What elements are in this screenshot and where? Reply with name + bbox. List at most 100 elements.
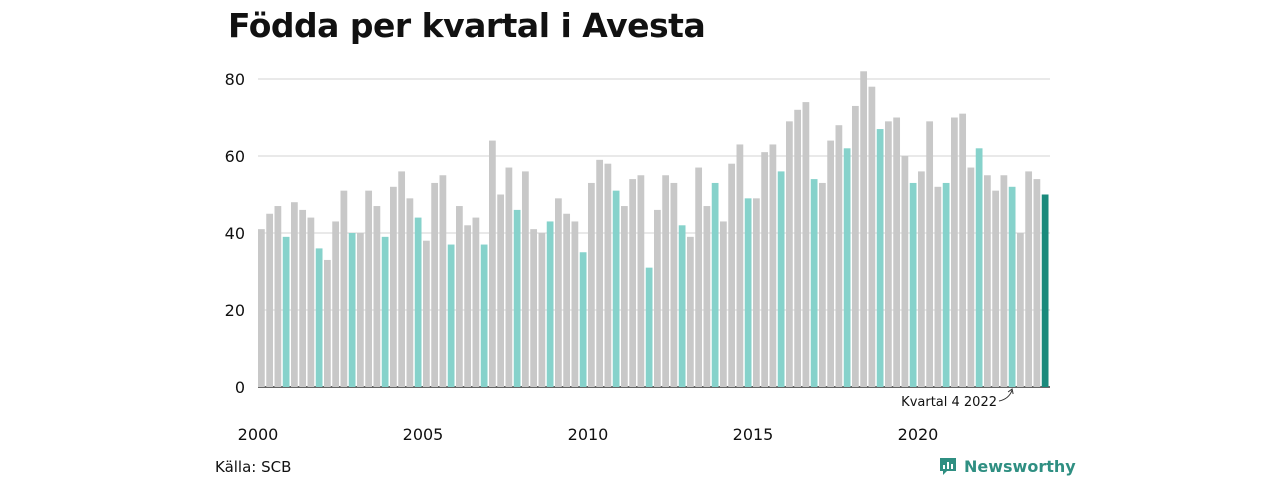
bar [835, 125, 843, 387]
bar [315, 248, 323, 387]
bar [431, 182, 439, 387]
bar [695, 167, 703, 387]
bar [604, 163, 612, 387]
bar [687, 236, 694, 387]
bar [274, 206, 282, 387]
bar [414, 217, 422, 387]
bar [967, 167, 975, 387]
bar [546, 221, 554, 387]
y-tick-label: 20 [225, 301, 245, 320]
bar [1025, 171, 1033, 387]
bar [456, 206, 463, 387]
bar [381, 236, 389, 387]
bar [736, 144, 744, 387]
bar [538, 233, 546, 387]
bar [439, 175, 447, 387]
bar [893, 117, 901, 387]
bar [291, 202, 298, 387]
bar [332, 221, 340, 387]
bar [307, 217, 315, 387]
x-tick-label: 2000 [238, 425, 279, 444]
bar [1033, 179, 1041, 387]
y-tick-label: 40 [225, 224, 245, 243]
bar [876, 129, 884, 388]
bar [447, 244, 455, 387]
bar [637, 175, 645, 387]
bar [596, 159, 604, 387]
bar [324, 259, 331, 387]
source-label: Källa: SCB [215, 458, 292, 476]
annotation-arrowhead [1007, 388, 1014, 395]
bar [406, 198, 414, 387]
bar [852, 105, 859, 387]
brand-name: Newsworthy [964, 456, 1076, 476]
bar [579, 252, 587, 387]
bar [868, 86, 876, 387]
bar [901, 156, 909, 387]
bars [258, 71, 1049, 388]
bar [423, 240, 430, 387]
bar [926, 121, 934, 387]
x-tick-label: 2015 [733, 425, 774, 444]
chart-title: Födda per kvartal i Avesta [228, 6, 706, 45]
bar [934, 186, 942, 387]
bar [728, 163, 736, 387]
bar [489, 140, 496, 387]
bar [513, 209, 521, 387]
newsworthy-logo-icon [940, 458, 956, 475]
bar [472, 217, 480, 387]
bar [802, 102, 810, 387]
x-tick-label: 2005 [403, 425, 444, 444]
y-tick-label: 60 [225, 147, 245, 166]
bar [340, 190, 348, 387]
bar [282, 236, 290, 387]
x-axis-ticks: 2000 2005 2010 2015 2020 [238, 425, 939, 444]
bar [555, 198, 562, 387]
bar [480, 244, 488, 387]
bar [959, 113, 967, 388]
bar [629, 179, 637, 387]
x-tick-label: 2020 [898, 425, 939, 444]
bar [843, 148, 851, 387]
bar [744, 198, 752, 387]
bar [464, 225, 472, 387]
bar [1008, 186, 1016, 387]
bar [612, 190, 620, 387]
bar [670, 182, 678, 387]
bar [505, 167, 513, 387]
bar [703, 206, 711, 387]
bar [885, 121, 892, 387]
bar [563, 213, 571, 387]
bar [942, 182, 950, 387]
bar [992, 190, 1000, 387]
bar [810, 179, 818, 387]
bar [711, 182, 719, 387]
bar [769, 144, 777, 387]
bar [720, 221, 727, 387]
y-axis-ticks: 0 20 40 60 80 [225, 70, 245, 397]
y-tick-label: 0 [235, 378, 245, 397]
bar [398, 171, 406, 387]
bar [258, 229, 265, 387]
bar [373, 206, 381, 387]
bar [266, 213, 274, 387]
y-tick-label: 80 [225, 70, 245, 89]
bar [522, 171, 529, 387]
bar [390, 186, 397, 387]
bar [819, 182, 826, 387]
brand-logo: Newsworthy [938, 456, 1076, 476]
bar [365, 190, 373, 387]
bar [654, 209, 661, 387]
bar [827, 140, 835, 387]
bar [984, 175, 991, 387]
bar [571, 221, 579, 387]
bar [662, 175, 670, 387]
bar [299, 209, 307, 387]
bar [357, 233, 364, 387]
bar [860, 71, 868, 388]
bar [786, 121, 793, 387]
bar [794, 109, 802, 388]
bar [753, 198, 760, 387]
bar [645, 267, 653, 387]
